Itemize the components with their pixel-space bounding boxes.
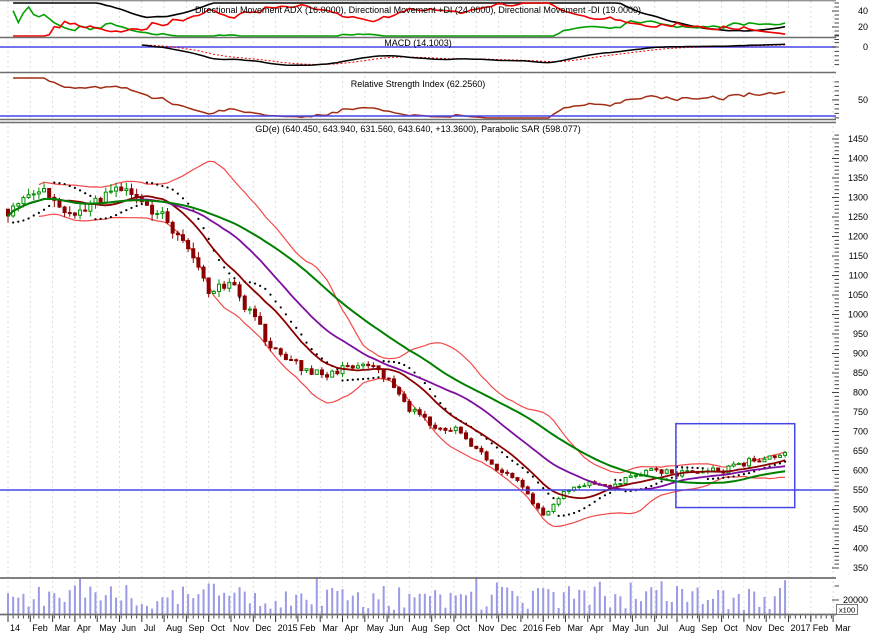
price-axis-label: 550 <box>853 485 868 495</box>
volume-axis-label: 20000 <box>843 595 868 605</box>
month-label: Oct <box>211 623 226 633</box>
price-axis-label: 1350 <box>848 173 868 183</box>
price-axis-label: 1300 <box>848 193 868 203</box>
month-label: Jul <box>657 623 669 633</box>
highlight-box <box>675 422 796 509</box>
volume-panel <box>7 577 787 614</box>
month-label: Dec <box>768 623 785 633</box>
month-label: Sep <box>188 623 204 633</box>
month-label: Nov <box>233 623 250 633</box>
month-gridlines <box>7 1 834 614</box>
month-label: 2016 <box>523 623 543 633</box>
month-label: Oct <box>456 623 471 633</box>
price-axis-label: 1100 <box>849 271 868 281</box>
month-label: May <box>612 623 630 633</box>
volume-multiplier-label: x100 <box>839 606 855 615</box>
month-label: Aug <box>679 623 695 633</box>
dmi-axis-label: 40 <box>858 6 868 16</box>
rsi-axis-label: 50 <box>858 95 868 105</box>
month-label: Sep <box>434 623 450 633</box>
month-label: Apr <box>590 623 604 633</box>
price-axis-label: 1150 <box>849 251 868 261</box>
month-label: Mar <box>835 623 851 633</box>
month-label: Mar <box>55 623 71 633</box>
price-axis-label: 1400 <box>848 154 868 164</box>
dmi-panel <box>12 2 786 37</box>
month-label: Mar <box>568 623 584 633</box>
month-label: Feb <box>545 623 561 633</box>
month-label: 14 <box>10 623 20 633</box>
dmi-axis-label: 20 <box>858 22 868 32</box>
x-axis: 14 Feb Mar Apr May Jun Jul Aug Sep Oct Nov Dec 2015 F… <box>7 615 851 633</box>
price-axis-label: 650 <box>853 446 868 456</box>
month-label: Jun <box>122 623 137 633</box>
month-label: May <box>367 623 385 633</box>
month-label: Aug <box>411 623 427 633</box>
candlesticks <box>6 182 788 516</box>
annotations <box>0 422 836 509</box>
price-axis-label: 1250 <box>848 212 868 222</box>
macd-panel <box>0 43 836 67</box>
month-label: Jun <box>389 623 404 633</box>
month-label: Dec <box>501 623 518 633</box>
price-axis-label: 500 <box>853 505 868 515</box>
month-label: Nov <box>746 623 763 633</box>
bollinger-bands <box>38 160 786 528</box>
month-label: Mar <box>322 623 338 633</box>
rsi-panel <box>0 77 836 119</box>
price-axis-label: 1050 <box>848 290 868 300</box>
price-axis-label: 1200 <box>848 232 868 242</box>
month-label: Dec <box>255 623 272 633</box>
month-label: 2015 <box>278 623 298 633</box>
price-axis-label: 750 <box>853 407 868 417</box>
price-axis-label: 850 <box>853 368 868 378</box>
month-label: Aug <box>166 623 182 633</box>
price-axis-label: 1450 <box>848 134 868 144</box>
price-axis-label: 450 <box>853 524 868 534</box>
month-label: Feb <box>32 623 48 633</box>
price-axis-label: 700 <box>853 427 868 437</box>
month-label: Apr <box>345 623 359 633</box>
month-label: Oct <box>724 623 739 633</box>
price-axis-label: 350 <box>853 563 868 573</box>
moving-averages <box>7 195 786 500</box>
price-axis-label: 1000 <box>848 310 868 320</box>
month-label: May <box>99 623 117 633</box>
price-axis-label: 400 <box>853 544 868 554</box>
month-label: Apr <box>77 623 91 633</box>
price-axis-label: 950 <box>853 329 868 339</box>
macd-axis-label: 0 <box>863 42 868 52</box>
month-label: Nov <box>478 623 495 633</box>
price-axis-label: 800 <box>853 388 868 398</box>
month-label: Jul <box>144 623 156 633</box>
price-axis-label: 600 <box>853 466 868 476</box>
month-label: Jun <box>634 623 649 633</box>
price-axis-label: 900 <box>853 349 868 359</box>
month-label: Feb <box>300 623 316 633</box>
month-label: Sep <box>701 623 717 633</box>
panel-separators <box>0 0 836 616</box>
parabolic-sar-dots <box>12 181 787 517</box>
right-axis: 40 20 0 50 1450 1400 1350 1300 1250 1200 1150 1100 1… <box>832 2 868 615</box>
month-label: 2017 <box>791 623 811 633</box>
month-label: Feb <box>813 623 829 633</box>
